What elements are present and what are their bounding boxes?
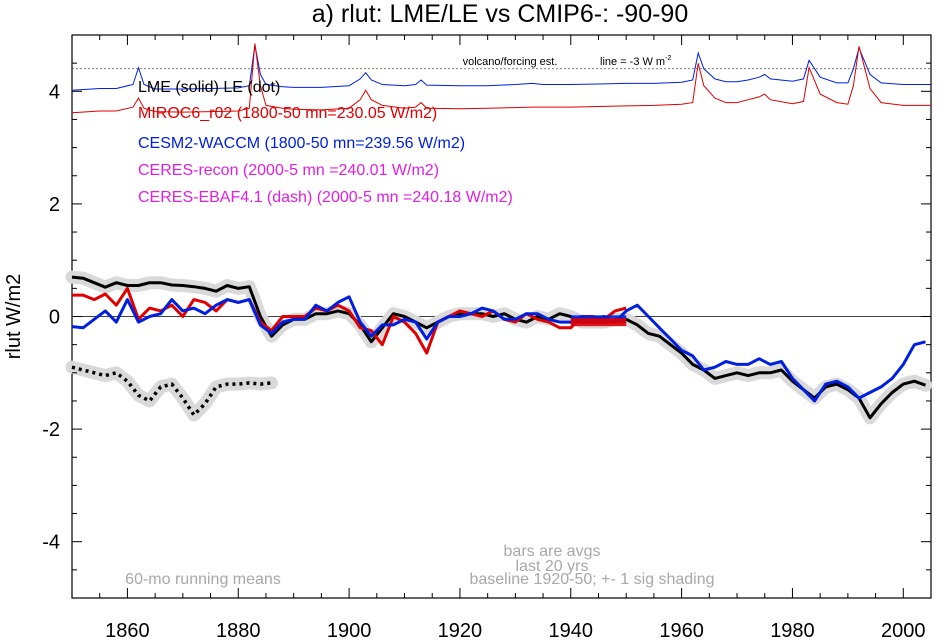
annotations: volcano/forcing est. line = -3 W m-2 60-…: [125, 55, 714, 588]
avg-bar-1: [570, 318, 627, 327]
y-tick-label: -2: [42, 419, 60, 441]
title-group: a) rlut: LME/LE vs CMIP6-: -90-90: [312, 0, 689, 28]
forcing-lines: [71, 43, 931, 114]
x-tick-label: 1940: [549, 620, 594, 641]
y-axis-label: rlut W/m2: [3, 274, 25, 360]
annotation-line-label: line = -3 W m-2: [600, 55, 671, 68]
series-forcing-red: [71, 43, 931, 114]
legend-entry-2: CESM2-WACCM (1800-50 mn=239.56 W/m2): [138, 135, 465, 152]
x-tick-label: 1880: [216, 620, 261, 641]
annotation-baseline: baseline 1920-50; +- 1 sig shading: [469, 571, 714, 588]
series-lines: [71, 275, 927, 420]
series-line-0: [71, 275, 927, 420]
annotation-line-label-text: line = -3 W m: [600, 56, 665, 68]
y-tick-label: 0: [49, 307, 60, 329]
y-tick-label: 2: [49, 194, 60, 216]
shading-bands: [65, 270, 932, 425]
shading-band-0: [65, 270, 932, 425]
legend-entry-3: CERES-recon (2000-5 mn =240.01 W/m2): [138, 162, 439, 179]
x-tick-label: 2000: [881, 620, 926, 641]
series-line-3: [71, 295, 926, 403]
x-tick-label: 1900: [327, 620, 372, 641]
legend: LME (solid) LE (dot) MIROC6_r02 (1800-50 …: [138, 79, 513, 206]
annotation-running-means: 60-mo running means: [125, 571, 281, 588]
annotation-bars-2: last 20 yrs: [516, 558, 589, 575]
chart-title: a) rlut: LME/LE vs CMIP6-: -90-90: [312, 0, 689, 28]
legend-entry-0: LME (solid) LE (dot): [138, 79, 280, 96]
series-line-1: [71, 365, 272, 417]
annotation-line-label-sup: -2: [665, 55, 671, 62]
legend-entry-1: MIROC6_r02 (1800-50 mn=230.05 W/m2): [138, 105, 437, 122]
y-tick-label: 4: [49, 81, 60, 103]
series-forcing-blue: [71, 45, 931, 91]
axes: 1860 1880 1900 1920 1940 1960 1980 2000 4 2 0 -2 -4 r…: [3, 34, 932, 641]
x-tick-label: 1980: [770, 620, 815, 641]
legend-entry-4: CERES-EBAF4.1 (dash) (2000-5 mn =240.18 …: [138, 189, 513, 206]
avg-bars: [570, 315, 627, 327]
x-tick-label: 1920: [438, 620, 483, 641]
y-tick-label: -4: [42, 532, 60, 554]
annotation-bars-1: bars are avgs: [504, 543, 601, 560]
x-tick-label: 1960: [659, 620, 704, 641]
annotation-volcano: volcano/forcing est.: [463, 56, 558, 68]
x-tick-label: 1860: [105, 620, 150, 641]
